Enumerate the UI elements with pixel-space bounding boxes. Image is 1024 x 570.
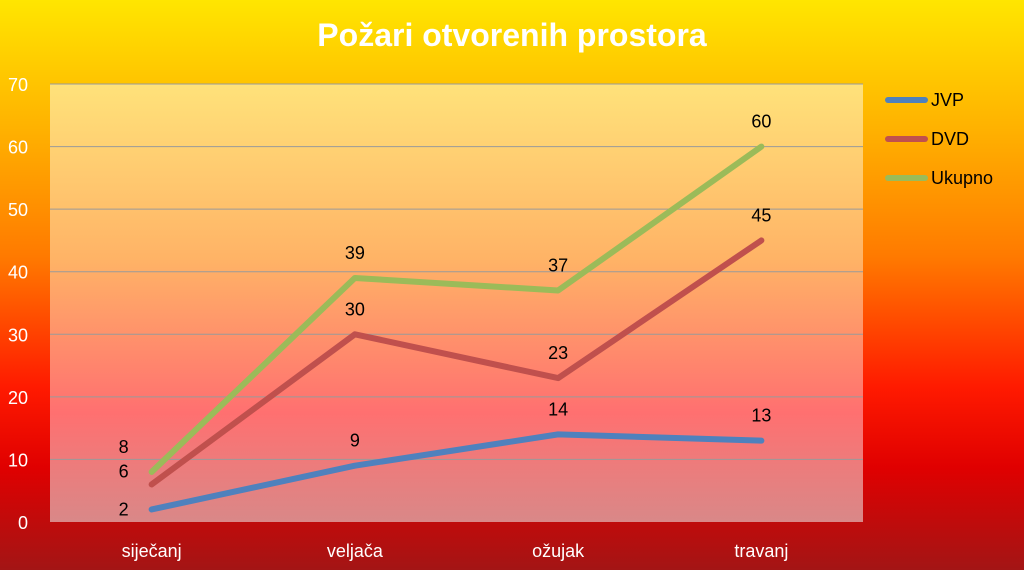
- x-tick-label: travanj: [734, 541, 788, 561]
- series-line-dvd: [148, 237, 765, 488]
- x-tick-label: veljača: [327, 541, 384, 561]
- y-tick-label: 40: [8, 263, 28, 283]
- y-tick-label: 0: [18, 513, 28, 533]
- y-tick-label: 50: [8, 200, 28, 220]
- legend-label: JVP: [931, 90, 964, 110]
- y-tick-label: 60: [8, 138, 28, 158]
- y-tick-label: 20: [8, 388, 28, 408]
- data-label: 6: [119, 461, 129, 481]
- data-label: 8: [119, 437, 129, 457]
- data-label: 9: [350, 431, 360, 451]
- series-lines: [148, 143, 765, 513]
- y-tick-label: 30: [8, 325, 28, 345]
- y-tick-label: 70: [8, 75, 28, 95]
- data-label: 14: [548, 399, 568, 419]
- y-axis-ticks: 0 10 20 30 40 50 60 70: [8, 75, 28, 533]
- data-label: 2: [119, 499, 129, 519]
- legend: JVP DVD Ukupno: [885, 90, 993, 188]
- data-label: 30: [345, 299, 365, 319]
- x-tick-label: ožujak: [532, 541, 585, 561]
- chart-title: Požari otvorenih prostora: [317, 17, 707, 53]
- legend-label: Ukupno: [931, 168, 993, 188]
- series-line-ukupno: [148, 143, 765, 475]
- y-tick-label: 10: [8, 450, 28, 470]
- x-tick-label: siječanj: [122, 541, 182, 561]
- data-label: 60: [751, 112, 771, 132]
- series-line-jvp: [148, 431, 765, 513]
- data-label: 45: [751, 205, 771, 225]
- data-label: 13: [751, 406, 771, 426]
- data-label: 39: [345, 243, 365, 263]
- data-label: 37: [548, 255, 568, 275]
- legend-label: DVD: [931, 129, 969, 149]
- x-axis-ticks: siječanj veljača ožujak travanj: [122, 541, 789, 561]
- data-label: 23: [548, 343, 568, 363]
- data-labels: 2 9 14 13 6 30 23 45 8 39 37 60: [119, 112, 772, 520]
